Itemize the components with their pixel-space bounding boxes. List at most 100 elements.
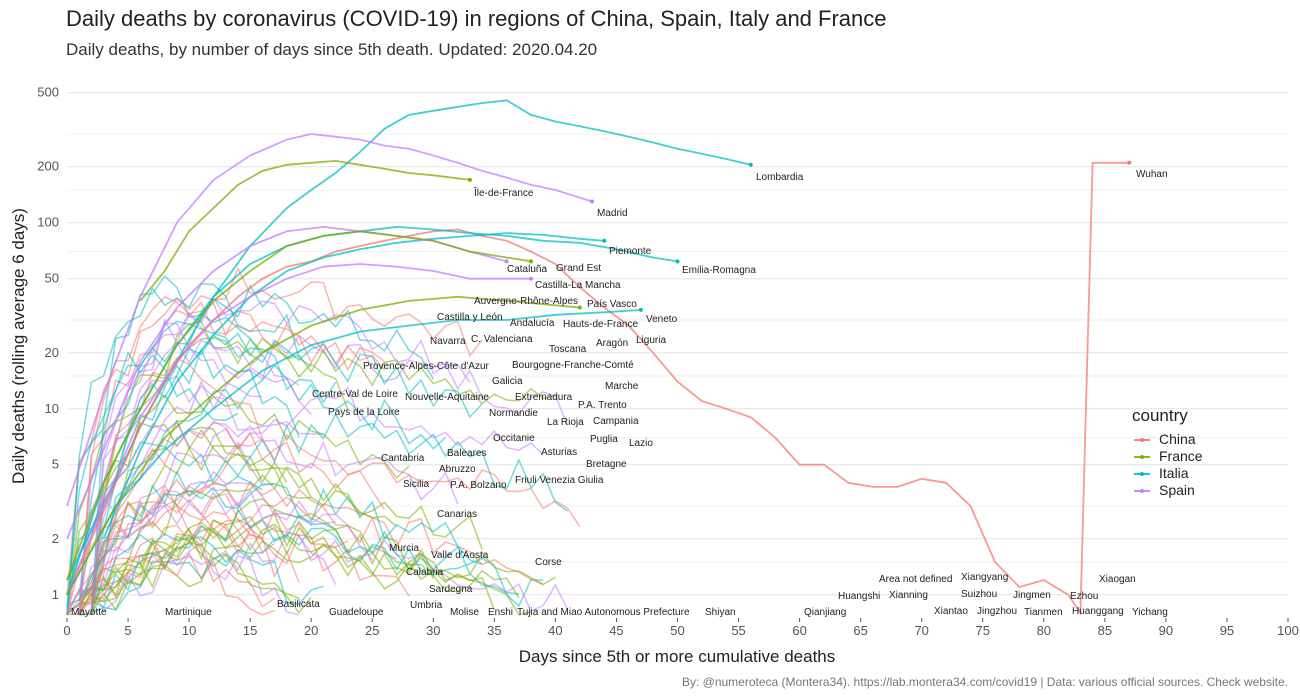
series-end-point	[748, 162, 753, 167]
region-label: Huanggang	[1072, 606, 1124, 617]
region-label: Cantabria	[381, 453, 425, 464]
region-label: Basilicata	[277, 599, 320, 610]
region-line	[90, 364, 447, 614]
series-end-point	[467, 177, 472, 182]
region-label: País Vasco	[587, 299, 637, 310]
region-label: La Rioja	[547, 417, 584, 428]
region-label: Tujia and Miao Autonomous Prefecture	[517, 607, 690, 618]
region-label: Huangshi	[838, 591, 880, 602]
x-tick-label: 0	[63, 623, 70, 638]
region-label: Sardegna	[429, 584, 473, 595]
series-line	[66, 263, 531, 596]
region-label: Castilla-La Mancha	[535, 280, 621, 291]
legend-swatch-point	[1140, 472, 1144, 476]
region-label: Occitanie	[493, 433, 535, 444]
region-label: Veneto	[646, 314, 678, 325]
x-axis-ticks: 0 5 10 15 20 25 30 35 40 45 50 55 60 65 70 75 80 85 90 95 10…	[63, 618, 1299, 638]
region-label: Corse	[535, 557, 562, 568]
region-label: Toscana	[549, 344, 587, 355]
series-line	[66, 161, 1130, 616]
region-line	[66, 496, 544, 616]
region-label: Bourgogne-Franche-Comté	[512, 360, 634, 371]
x-tick-label: 50	[670, 623, 684, 638]
region-label: Lombardia	[756, 172, 804, 183]
region-label: Extremadura	[515, 392, 573, 403]
x-tick-label: 75	[976, 623, 990, 638]
region-label: Abruzzo	[439, 464, 476, 475]
region-label: Martinique	[165, 607, 212, 618]
x-tick-label: 45	[609, 623, 623, 638]
chart-caption: By: @numeroteca (Montera34). https://lab…	[681, 675, 1288, 689]
region-label: Molise	[450, 607, 479, 618]
region-label: Puglia	[590, 434, 618, 445]
series-end-point	[528, 276, 533, 281]
region-label: Bretagne	[586, 459, 627, 470]
region-line	[66, 320, 337, 609]
region-label: Navarra	[430, 336, 466, 347]
region-label: Murcia	[389, 543, 419, 554]
region-label: Shiyan	[705, 607, 736, 618]
region-label: Umbria	[410, 600, 443, 611]
region-label: Xianning	[889, 590, 928, 601]
background-region-lines	[66, 266, 581, 616]
region-label: Cataluña	[507, 264, 547, 275]
region-label: Tianmen	[1024, 607, 1063, 618]
region-label: Galicia	[492, 376, 523, 387]
x-tick-label: 70	[914, 623, 928, 638]
region-label: Madrid	[597, 208, 628, 219]
region-label: Area not defined	[879, 574, 952, 585]
region-label: Qianjiang	[804, 607, 846, 618]
region-line	[78, 483, 483, 601]
x-tick-label: 85	[1098, 623, 1112, 638]
region-label: Piemonte	[609, 246, 652, 257]
series-end-point	[638, 307, 643, 312]
region-label: Valle d'Aosta	[431, 550, 489, 561]
x-tick-label: 95	[1220, 623, 1234, 638]
region-label: Jingzhou	[977, 606, 1017, 617]
region-label: Campania	[593, 416, 639, 427]
region-label: Jingmen	[1013, 590, 1051, 601]
y-tick-label: 5	[52, 457, 59, 472]
x-tick-label: 25	[365, 623, 379, 638]
region-label: Friuli Venezia Giulia	[515, 475, 604, 486]
region-label: Andalucía	[510, 318, 555, 329]
series-end-point	[602, 238, 607, 243]
x-tick-label: 35	[487, 623, 501, 638]
region-line	[90, 339, 312, 615]
series-lines	[66, 99, 1132, 616]
x-axis-title: Days since 5th or more cumulative deaths	[519, 647, 836, 666]
region-label: Emilia-Romagna	[682, 265, 756, 276]
x-tick-label: 40	[548, 623, 562, 638]
series-end-point	[577, 305, 582, 310]
region-line	[90, 386, 544, 616]
region-label: Castilla y León	[437, 312, 503, 323]
x-tick-label: 10	[182, 623, 196, 638]
region-label: Normandie	[489, 408, 538, 419]
region-label: C. Valenciana	[471, 334, 533, 345]
series-end-point	[590, 199, 595, 204]
x-tick-label: 30	[426, 623, 440, 638]
region-label: Enshi	[488, 607, 513, 618]
legend-entry: France	[1159, 448, 1203, 464]
series-end-point	[1127, 160, 1132, 165]
series-line	[66, 230, 532, 581]
y-tick-label: 20	[45, 345, 59, 360]
region-label: Auvergne-Rhône-Alpes	[474, 296, 578, 307]
region-label: Asturias	[541, 447, 577, 458]
grid-lines	[67, 92, 1288, 596]
region-line	[78, 445, 398, 616]
region-line	[78, 322, 263, 612]
y-tick-label: 500	[37, 85, 59, 100]
region-label: Yichang	[1132, 607, 1168, 618]
region-label: Île-de-France	[473, 186, 534, 199]
x-tick-label: 15	[243, 623, 257, 638]
region-line	[90, 466, 483, 604]
legend-entry: China	[1159, 431, 1196, 447]
region-label: Xiangyang	[961, 572, 1008, 583]
y-axis-ticks: 1 2 5 10 20 50 100 200 500	[37, 85, 59, 602]
region-line	[78, 283, 434, 596]
region-line	[66, 533, 276, 616]
region-label: P.A. Bolzano	[450, 480, 507, 491]
